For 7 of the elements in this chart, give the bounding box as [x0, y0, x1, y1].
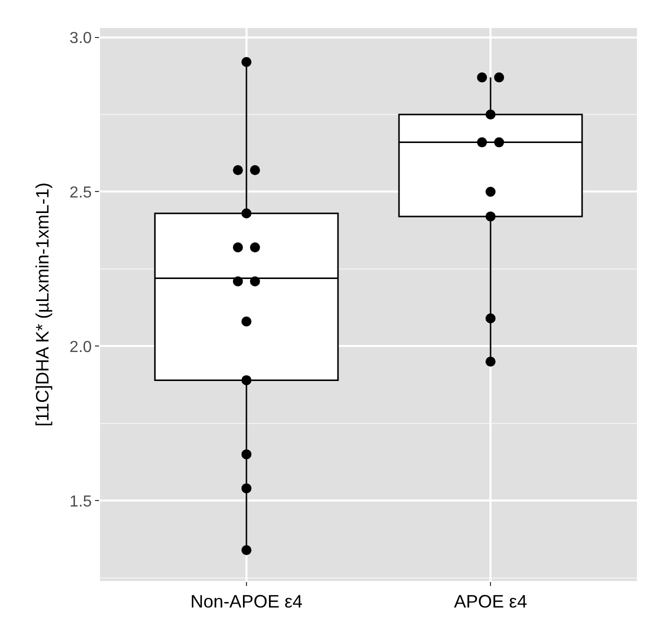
y-axis-title: [11C]DHA K* (µLxmin-1xmL-1): [32, 182, 53, 427]
y-tick-label: 1.5: [70, 493, 92, 510]
x-tick-label: APOE ε4: [454, 592, 528, 612]
y-tick-label: 2.0: [70, 338, 92, 356]
x-tick-label: Non-APOE ε4: [190, 592, 302, 612]
y-tick-label: 3.0: [70, 30, 92, 47]
y-tick-label: 2.5: [70, 184, 92, 202]
